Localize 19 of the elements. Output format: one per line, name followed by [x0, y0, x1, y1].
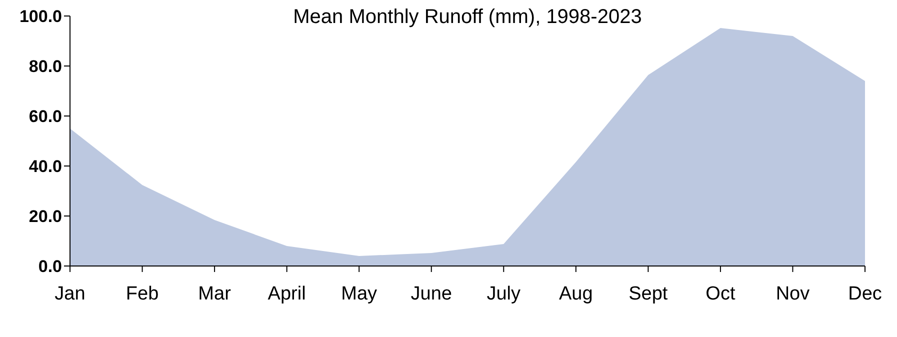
x-tick-label: Jan	[54, 283, 86, 304]
y-tick-label: 40.0	[28, 157, 62, 176]
x-tick-label: May	[341, 283, 378, 304]
chart-title: Mean Monthly Runoff (mm), 1998-2023	[292, 6, 643, 29]
x-tick-label: Aug	[559, 283, 593, 304]
x-tick-label: Mar	[198, 283, 232, 304]
y-tick-label: 80.0	[28, 57, 62, 76]
y-tick-label: 0.0	[38, 257, 62, 276]
y-tick-label: 60.0	[28, 107, 62, 126]
y-tick-label: 20.0	[28, 207, 62, 226]
x-tick-label: Sept	[628, 283, 668, 304]
x-tick-label: Nov	[776, 283, 810, 304]
x-tick-label: Dec	[848, 283, 882, 304]
x-tick-label: Feb	[126, 283, 159, 304]
x-tick-label: April	[268, 283, 306, 304]
x-tick-label: Oct	[706, 283, 736, 304]
x-tick-label: July	[486, 283, 522, 304]
y-tick-label: 100.0	[19, 7, 62, 26]
x-tick-label: June	[410, 283, 452, 304]
